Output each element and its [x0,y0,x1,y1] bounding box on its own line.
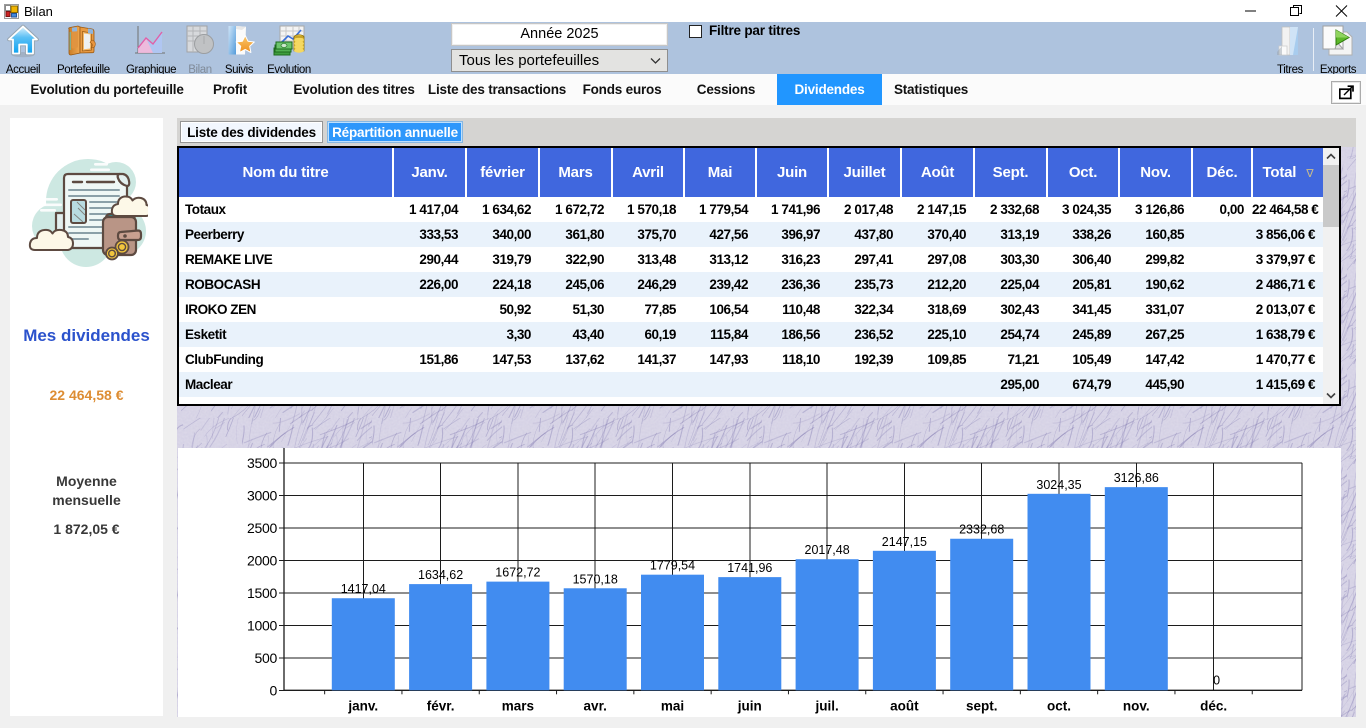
svg-text:avr.: avr. [584,698,607,713]
svg-text:0: 0 [270,682,278,698]
svg-text:1500: 1500 [247,585,277,601]
svg-text:3126,86: 3126,86 [1114,471,1159,485]
svg-text:3000: 3000 [247,487,277,503]
svg-text:août: août [890,698,919,713]
svg-text:3024,35: 3024,35 [1036,478,1081,492]
svg-text:1417,04: 1417,04 [341,582,386,596]
svg-text:2500: 2500 [247,520,277,536]
svg-text:mars: mars [502,698,534,713]
svg-text:2332,68: 2332,68 [959,523,1004,537]
svg-text:2147,15: 2147,15 [882,535,927,549]
svg-text:févr.: févr. [427,698,455,713]
svg-text:1779,54: 1779,54 [650,559,695,573]
svg-text:sept.: sept. [966,698,998,713]
svg-text:500: 500 [255,650,278,666]
svg-text:déc.: déc. [1200,698,1227,713]
svg-text:1634,62: 1634,62 [418,568,463,582]
svg-text:janv.: janv. [347,698,378,713]
svg-text:1672,72: 1672,72 [495,566,540,580]
svg-text:0: 0 [1213,673,1220,687]
svg-text:2017,48: 2017,48 [805,543,850,557]
svg-text:juil.: juil. [814,698,838,713]
svg-text:3500: 3500 [247,455,277,471]
svg-text:1570,18: 1570,18 [573,572,618,586]
svg-text:juin: juin [737,698,762,713]
svg-text:2000: 2000 [247,552,277,568]
svg-text:1000: 1000 [247,617,277,633]
svg-text:1741,96: 1741,96 [727,561,772,575]
svg-text:oct.: oct. [1047,698,1071,713]
svg-text:mai: mai [661,698,684,713]
svg-text:nov.: nov. [1123,698,1150,713]
